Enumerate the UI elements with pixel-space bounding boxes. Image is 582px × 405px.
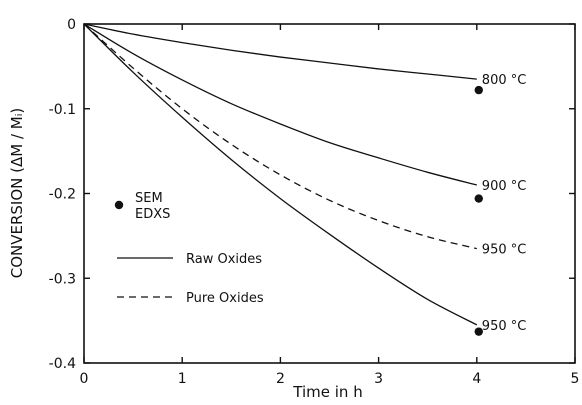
series-line-4 <box>83 23 478 326</box>
series-labels: 800 °C 900 °C 950 °C 950 °C <box>482 73 527 334</box>
axis-ticks: 0 1 2 3 4 5 0 -0.1 -0.2 -0.3 -0.4 <box>49 17 580 387</box>
legend-sem-label: SEM <box>135 191 163 206</box>
legend-pure-oxides-label: Pure Oxides <box>186 291 264 306</box>
y-tick-label: -0.3 <box>49 271 76 287</box>
sem-edxs-point <box>474 85 483 95</box>
x-tick-label: 1 <box>178 371 187 387</box>
series-label-1: 800 °C <box>482 73 527 88</box>
series-line-1 <box>83 23 477 80</box>
series-lines <box>83 23 478 326</box>
y-tick-label: 0 <box>67 17 76 33</box>
x-tick-label: 5 <box>571 371 580 387</box>
y-tick-label: -0.1 <box>49 102 76 118</box>
legend-edxs-label: EDXS <box>135 207 170 222</box>
x-tick-label: 2 <box>276 371 285 387</box>
sem-edxs-point <box>474 327 483 336</box>
sem-edxs-point <box>474 194 483 203</box>
sem-edxs-points <box>474 85 483 336</box>
x-axis-title: Time in h <box>292 383 362 401</box>
series-label-3: 950 °C <box>482 243 527 258</box>
y-axis-title: CONVERSION (ΔM / Mᵢ) <box>8 108 26 279</box>
y-tick-label: -0.4 <box>49 356 76 372</box>
x-tick-label: 4 <box>472 371 481 387</box>
x-tick-label: 0 <box>80 371 89 387</box>
series-line-2 <box>83 23 477 186</box>
series-label-4: 950 °C <box>482 319 527 334</box>
series-label-2: 900 °C <box>482 179 527 194</box>
legend-raw-oxides-label: Raw Oxides <box>186 252 262 267</box>
legend-sem-marker <box>114 200 124 210</box>
y-tick-label: -0.2 <box>49 187 76 203</box>
legend: SEM EDXS Raw Oxides Pure Oxides <box>114 191 264 306</box>
series-line-3 <box>83 23 477 250</box>
x-tick-label: 3 <box>374 371 383 387</box>
